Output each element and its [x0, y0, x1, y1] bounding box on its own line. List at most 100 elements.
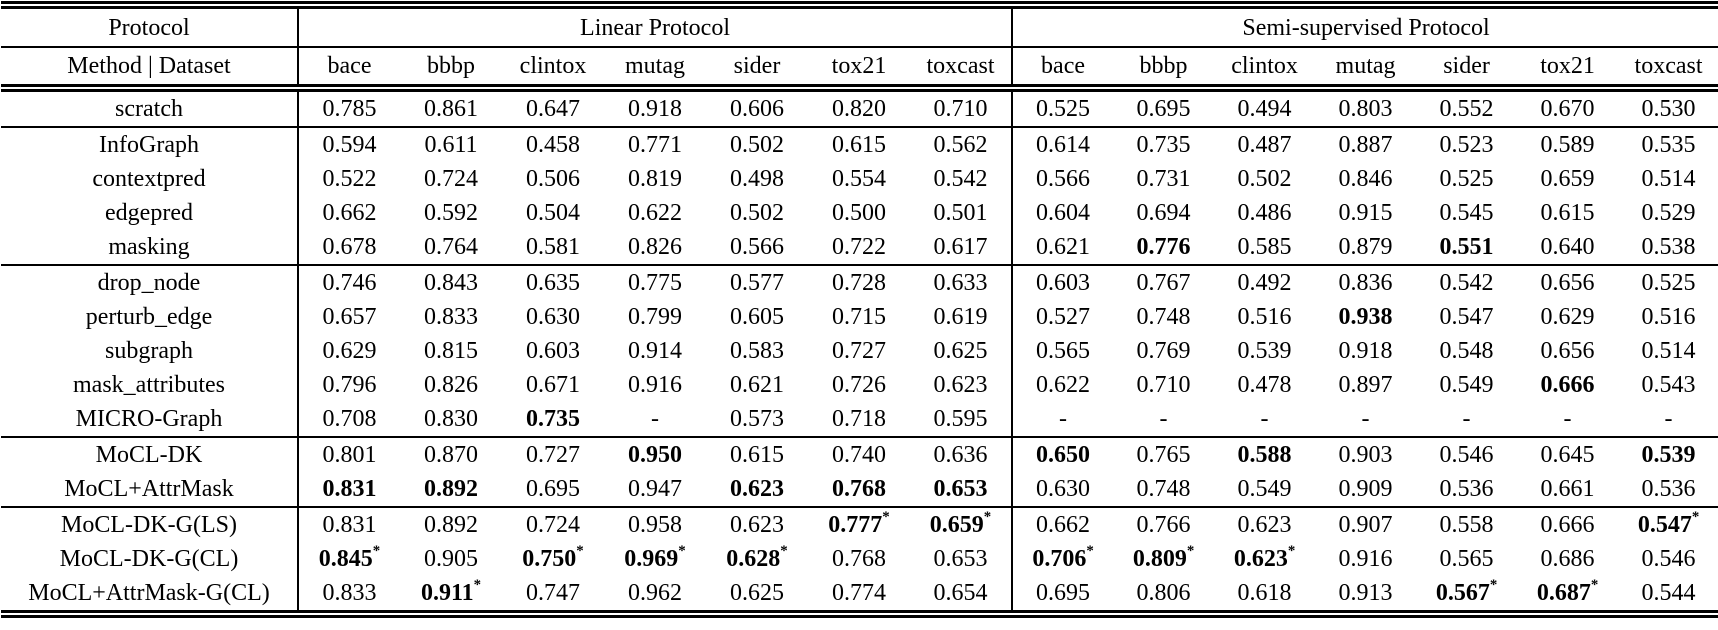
result-cell: 0.653	[910, 472, 1012, 507]
result-cell: 0.547*	[1618, 506, 1718, 542]
result-cell: 0.659*	[910, 506, 1013, 542]
result-value: 0.622	[628, 200, 682, 226]
result-cell: 0.535	[1618, 126, 1718, 162]
result-cell: 0.588	[1214, 436, 1316, 472]
result-value: 0.623	[1237, 512, 1292, 538]
table-row: InfoGraph 0.594 0.611 0.458 0.771 0.502 0.615 0…	[1, 126, 1718, 162]
result-cell: 0.916	[604, 368, 706, 402]
dataset-header-linear-bace: bace	[297, 47, 400, 92]
result-cell: 0.820	[808, 88, 910, 127]
result-cell: 0.695	[502, 472, 604, 507]
result-value: 0.671	[526, 372, 580, 398]
result-cell: 0.536	[1618, 472, 1718, 507]
result-value: 0.619	[933, 304, 988, 330]
result-value: 0.950	[628, 442, 682, 468]
result-value: 0.539	[1641, 442, 1696, 468]
result-value: 0.659	[929, 512, 984, 538]
result-value: 0.542	[933, 166, 988, 192]
result-cell: 0.722	[808, 230, 910, 265]
table-row: subgraph 0.629 0.815 0.603 0.914 0.583 0.727 0.…	[1, 334, 1718, 368]
method-label: InfoGraph	[1, 126, 298, 162]
method-label: contextpred	[92, 166, 206, 192]
result-cell: 0.846	[1315, 162, 1416, 196]
result-cell: 0.746	[297, 264, 400, 300]
result-value: 0.748	[1136, 304, 1191, 330]
result-cell: 0.726	[808, 368, 910, 402]
method-label: MoCL-DK-G(LS)	[1, 506, 298, 542]
result-cell: 0.548	[1416, 334, 1517, 368]
result-value: 0.728	[832, 270, 886, 296]
result-cell: 0.615	[808, 126, 910, 162]
result-cell: 0.803	[1315, 88, 1416, 127]
result-value: 0.826	[424, 372, 478, 398]
results-table-body: scratch 0.785 0.861 0.647 0.918 0.606 0.820 0.7…	[1, 88, 1718, 614]
result-cell: 0.622	[604, 196, 706, 230]
result-value: 0.623	[730, 476, 784, 502]
result-cell: 0.831	[297, 506, 400, 542]
result-value: 0.621	[730, 372, 784, 398]
result-cell: 0.724	[502, 506, 604, 542]
result-cell: 0.522	[297, 162, 400, 196]
significance-star: *	[983, 508, 992, 525]
result-cell: 0.640	[1517, 230, 1618, 265]
table-row: masking 0.678 0.764 0.581 0.826 0.566 0.722 0.6…	[1, 230, 1718, 265]
result-value: 0.666	[1540, 372, 1595, 398]
result-cell: 0.656	[1517, 334, 1618, 368]
result-cell: 0.671	[502, 368, 604, 402]
result-cell: 0.529	[1618, 196, 1718, 230]
result-cell: 0.566	[706, 230, 808, 265]
result-value: 0.918	[1338, 338, 1393, 364]
result-value: 0.722	[832, 234, 886, 260]
result-cell: 0.614	[1011, 126, 1114, 162]
result-cell: 0.678	[297, 230, 400, 265]
result-cell: 0.913	[1315, 576, 1416, 614]
result-value: 0.543	[1641, 372, 1696, 398]
result-cell: 0.656	[1517, 264, 1619, 300]
result-cell: 0.552	[1416, 88, 1517, 127]
result-cell: 0.806	[1113, 576, 1214, 614]
result-value: 0.498	[730, 166, 784, 192]
result-cell: 0.622	[1011, 368, 1114, 402]
result-value: 0.640	[1540, 234, 1595, 260]
result-cell: 0.494	[1214, 88, 1315, 127]
method-label: MoCL-DK	[1, 436, 298, 472]
result-cell: 0.897	[1315, 368, 1416, 402]
result-cell: 0.647	[502, 88, 604, 127]
result-cell: 0.657	[297, 300, 400, 334]
result-value: 0.478	[1237, 372, 1292, 398]
result-value: 0.487	[1237, 132, 1292, 158]
result-value: 0.502	[730, 132, 784, 158]
result-cell: 0.666	[1517, 506, 1619, 542]
result-cell: 0.621	[1011, 230, 1114, 265]
result-cell: 0.562	[910, 126, 1013, 162]
result-cell: 0.715	[808, 300, 910, 334]
semi-supervised-protocol-group-header: Semi-supervised Protocol	[1011, 5, 1718, 48]
method-label: drop_node	[1, 264, 298, 300]
result-value: 0.502	[1237, 166, 1292, 192]
result-value: -	[1260, 406, 1269, 432]
result-value: 0.806	[1136, 580, 1191, 606]
result-cell: 0.523	[1416, 126, 1518, 162]
result-cell: 0.775	[604, 264, 706, 300]
result-cell: 0.500	[808, 196, 910, 230]
method-label: MoCL+AttrMask-G(CL)	[28, 580, 270, 606]
result-value: 0.653	[933, 476, 988, 502]
result-cell: 0.603	[1011, 264, 1114, 300]
significance-star: *	[1287, 542, 1296, 559]
method-label: perturb_edge	[85, 304, 213, 330]
result-cell: 0.618	[1214, 576, 1315, 614]
result-cell: 0.605	[706, 300, 808, 334]
result-value: 0.657	[322, 304, 377, 330]
result-value: 0.545	[1439, 200, 1494, 226]
result-value: 0.897	[1338, 372, 1393, 398]
result-value: 0.604	[1036, 200, 1091, 226]
result-value: 0.615	[730, 442, 784, 468]
result-value: 0.514	[1641, 338, 1696, 364]
result-cell: 0.796	[297, 368, 400, 402]
result-value: 0.879	[1338, 234, 1393, 260]
result-value: 0.592	[424, 200, 478, 226]
result-value: 0.650	[1036, 442, 1091, 468]
table-row: MoCL+AttrMask-G(CL) 0.833 0.911* 0.747 0.962…	[1, 576, 1718, 614]
result-cell: 0.606	[706, 88, 808, 127]
result-value: 0.765	[1136, 442, 1191, 468]
